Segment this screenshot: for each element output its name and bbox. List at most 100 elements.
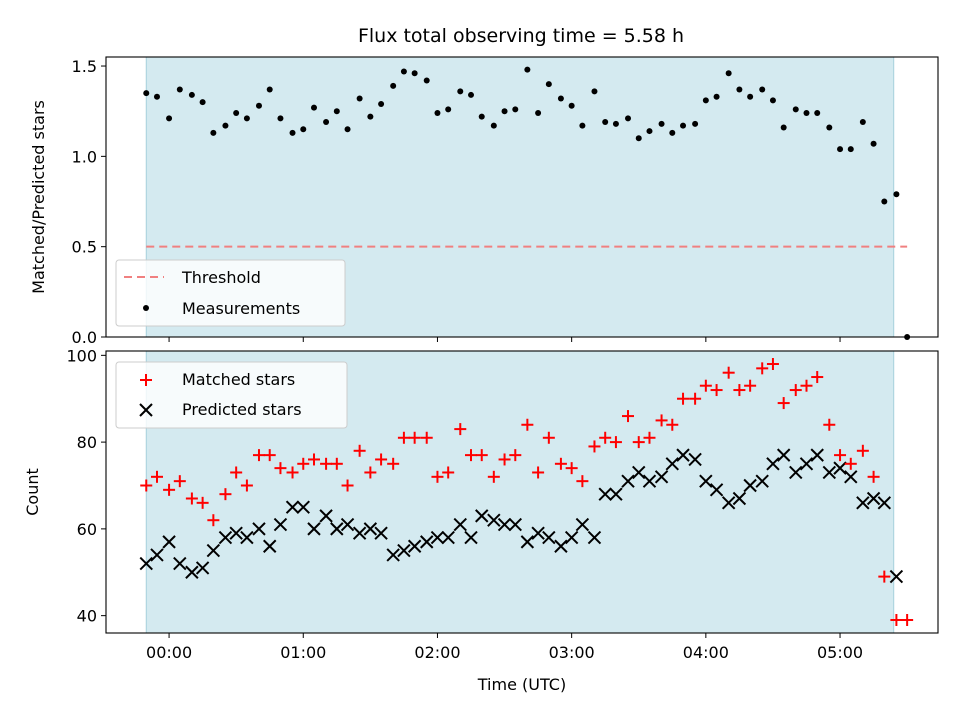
matched-point — [521, 418, 534, 431]
bottom-legend: Matched stars Predicted stars — [115, 361, 348, 429]
predicted-point — [307, 522, 321, 536]
matched-point — [274, 462, 287, 475]
predicted-point — [642, 474, 657, 488]
top-y-tick-label: 0.0 — [72, 328, 97, 347]
matched-point — [777, 397, 790, 410]
matched-point — [320, 457, 333, 470]
matched-point — [554, 457, 567, 470]
x-tick-label: 03:00 — [549, 643, 595, 662]
matched-point — [308, 453, 320, 466]
matched-point — [185, 492, 198, 505]
predicted-point — [844, 470, 858, 484]
matched-point — [890, 613, 903, 626]
matched-point — [196, 496, 209, 509]
predicted-point — [889, 569, 904, 584]
measurement-point — [457, 88, 464, 95]
legend-predicted-label: Predicted stars — [182, 400, 302, 419]
predicted-point — [621, 474, 635, 488]
top-panel: 0.0 0.5 1.0 1.5 Matched/Predicted stars Thr… — [29, 56, 939, 347]
measurement-point — [602, 119, 609, 126]
predicted-point — [755, 474, 769, 488]
measurement-point — [233, 110, 240, 116]
top-axes-frame — [105, 56, 939, 338]
measurement-point — [635, 135, 642, 142]
matched-point — [387, 457, 400, 470]
measurement-point — [803, 110, 810, 116]
predicted-point — [240, 530, 254, 545]
predicted-point — [632, 465, 646, 480]
measurement-point — [411, 70, 418, 77]
predicted-point — [229, 526, 243, 540]
matched-point — [632, 436, 645, 449]
matched-point — [341, 479, 354, 492]
measurement-point — [378, 100, 385, 107]
predicted-point — [420, 535, 434, 549]
matched-point — [297, 457, 310, 470]
matched-point — [286, 466, 299, 479]
matched-point — [240, 479, 253, 492]
bottom-legend-box — [115, 361, 348, 429]
predicted-point — [609, 487, 623, 501]
predicted-point — [430, 530, 445, 545]
matched-point — [666, 418, 679, 431]
matched-point — [643, 431, 656, 444]
measurement-point — [692, 120, 699, 127]
predicted-point — [699, 474, 713, 488]
measurement-point — [501, 108, 508, 115]
matched-point — [542, 431, 555, 444]
measurement-point — [445, 106, 452, 113]
predicted-point — [776, 448, 791, 462]
measurement-point — [524, 66, 531, 73]
predicted-point — [856, 496, 870, 510]
measurement-point — [289, 129, 296, 136]
x-tick-label: 01:00 — [280, 643, 326, 662]
matched-point — [498, 453, 511, 466]
measurement-point — [222, 122, 229, 129]
predicted-point — [340, 517, 355, 532]
top-legend-box — [115, 259, 346, 327]
measurement-point — [300, 126, 307, 133]
predicted-point — [263, 539, 277, 553]
bottom-axes-frame — [105, 350, 939, 634]
measurement-point — [512, 106, 519, 113]
predicted-point — [252, 522, 266, 536]
measurement-point — [535, 110, 542, 116]
matched-point — [622, 410, 635, 423]
predicted-point — [833, 461, 847, 475]
matched-point — [431, 470, 444, 483]
predicted-point — [654, 470, 669, 484]
predicted-point — [296, 500, 310, 514]
matched-point — [163, 483, 176, 496]
measurement-point — [680, 122, 687, 129]
measurement-point — [814, 110, 821, 116]
measurement-point — [612, 120, 619, 127]
predicted-point — [789, 465, 803, 480]
measurement-point — [579, 122, 586, 129]
measurement-point — [881, 198, 888, 205]
measurement-point — [356, 95, 363, 102]
top-y-ticks: 0.0 0.5 1.0 1.5 — [72, 57, 106, 347]
predicted-point — [709, 483, 724, 497]
measurement-point — [669, 129, 676, 136]
predicted-point — [195, 561, 210, 575]
measurement-point — [243, 115, 250, 122]
measurement-point — [277, 115, 284, 122]
x-tick-label: 02:00 — [414, 643, 460, 662]
predicted-point — [766, 457, 780, 471]
matched-point — [465, 449, 478, 462]
top-y-tick-label: 1.0 — [72, 147, 97, 166]
bottom-panel: 40 60 80 100 00:00 01:00 02:00 03:00 04:00 05:00… — [23, 346, 939, 694]
matched-point — [834, 449, 847, 462]
measurement-point — [367, 113, 374, 120]
measurement-point — [837, 146, 844, 153]
matched-point — [756, 362, 769, 375]
measurement-point — [713, 93, 720, 100]
predicted-point — [665, 457, 680, 471]
bottom-y-axis-label: Count — [23, 468, 42, 516]
predicted-point — [363, 522, 378, 536]
measurement-point — [658, 120, 665, 127]
predicted-point — [139, 556, 153, 571]
x-tick-label: 00:00 — [146, 643, 192, 662]
matched-point — [856, 444, 869, 457]
bottom-y-tick-label: 60 — [77, 520, 97, 539]
